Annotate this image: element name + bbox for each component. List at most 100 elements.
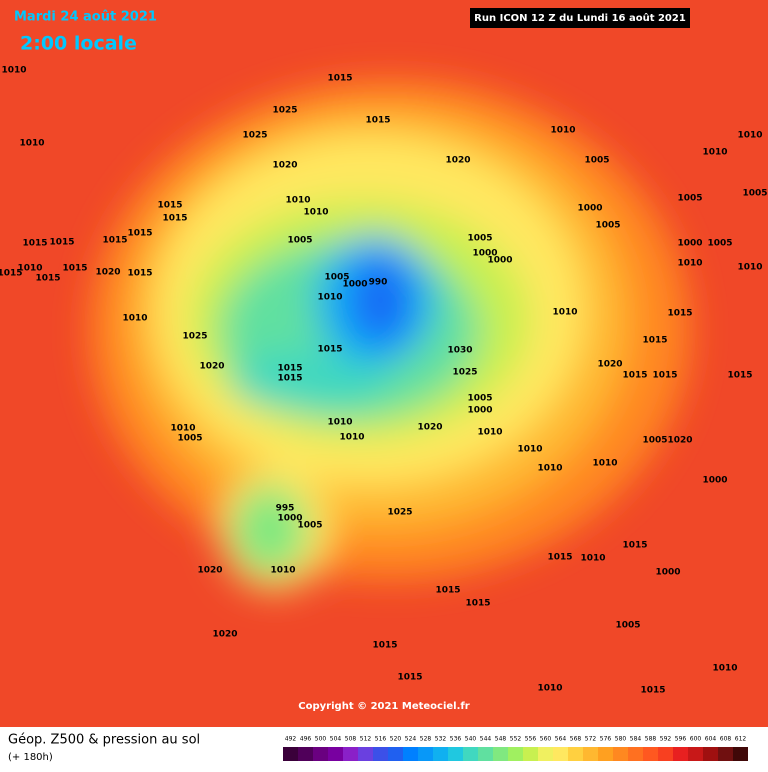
isobar-label: 1010 [327,418,352,428]
isobar-label: 1015 [622,541,647,551]
isobar-label: 1015 [49,238,74,248]
legend-swatch [418,747,433,761]
isobar-label: 1015 [127,269,152,279]
isobar-label: 1020 [272,161,297,171]
isobar-label: 1015 [62,264,87,274]
isobar-label: 1015 [317,345,342,355]
isobar-label: 1000 [702,476,727,486]
legend-swatch [298,747,313,761]
legend-value: 556 [525,736,537,743]
isobar-label: 1015 [652,371,677,381]
isobar-label: 1025 [452,368,477,378]
isobar-label: 1010 [537,684,562,694]
isobar-label: 1005 [584,156,609,166]
legend-swatch [343,747,358,761]
run-box [470,8,690,28]
isobar-label: 1015 [127,229,152,239]
legend-value: 524 [405,736,417,743]
legend-value: 540 [465,736,477,743]
legend-value: 576 [600,736,612,743]
legend-swatch [613,747,628,761]
isobar-label: 1025 [242,131,267,141]
isobar-label: 1005 [742,189,767,199]
isobar-label: 1010 [270,566,295,576]
isobar-label: 1020 [212,630,237,640]
legend-value: 560 [540,736,552,743]
isobar-label: 1000 [677,239,702,249]
isobar-label: 1020 [667,436,692,446]
legend-swatch [583,747,598,761]
isobar-label: 1025 [182,332,207,342]
isobar-label: 1000 [577,204,602,214]
legend-swatch [553,747,568,761]
isobar-label: 1010 [17,264,42,274]
legend-swatch [568,747,583,761]
legend-value: 536 [450,736,462,743]
legend-value: 504 [330,736,342,743]
legend-swatch [463,747,478,761]
isobar-label: 1010 [702,148,727,158]
legend-value: 544 [480,736,492,743]
isobar-label: 1015 [277,364,302,374]
legend-value: 584 [630,736,642,743]
isobar-label: 1015 [465,599,490,609]
isobar-label: 1015 [622,371,647,381]
legend-value: 492 [285,736,297,743]
isobar-label: 1015 [157,201,182,211]
legend-value: 532 [435,736,447,743]
legend-swatch [358,747,373,761]
legend-swatch [328,747,343,761]
isobar-label: 1030 [447,346,472,356]
isobar-label: 1020 [597,360,622,370]
legend: 492 496 500 504 508 512 516 520 524 528 532 536 540 5… [283,736,748,761]
legend-value: 604 [705,736,717,743]
legend-swatch [508,747,523,761]
isobar-label: 1010 [285,196,310,206]
isobar-label: 1005 [324,273,349,283]
isobar-label: 1010 [677,259,702,269]
legend-value: 600 [690,736,702,743]
legend-value: 512 [360,736,372,743]
isobar-label: 1000 [342,280,367,290]
date: Mardi 24 août 2021 [14,10,157,25]
isobar-label: 1020 [197,566,222,576]
isobar-label: 1010 [1,66,26,76]
legend-value: 580 [615,736,627,743]
legend-swatch [448,747,463,761]
run: Run ICON 12 Z du Lundi 16 août 2021 [474,12,686,24]
isobar-label: 1000 [472,249,497,259]
legend-value: 496 [300,736,312,743]
isobar-label: 1015 [640,686,665,696]
time: 2:00 locale [20,33,137,55]
isobar-label: 1000 [467,406,492,416]
legend-value: 500 [315,736,327,743]
legend-swatch [478,747,493,761]
legend-value: 552 [510,736,522,743]
legend-value: 592 [660,736,672,743]
isobar-label: 1010 [317,293,342,303]
isobar-label: 1005 [287,236,312,246]
z500-field [0,0,768,727]
isobar-label: 1025 [387,508,412,518]
isobar-label: 1005 [467,234,492,244]
legend-value: 596 [675,736,687,743]
footer-lead: (+ 180h) [8,752,53,763]
isobar-label: 1015 [0,269,23,279]
isobar-label: 1000 [277,514,302,524]
isobar-label: 1015 [22,239,47,249]
isobar-label: 1015 [642,336,667,346]
legend-swatch [718,747,733,761]
isobar-label: 1015 [365,116,390,126]
isobar-label: 1005 [177,434,202,444]
isobar-label: 1005 [297,521,322,531]
legend-value: 528 [420,736,432,743]
legend-value: 588 [645,736,657,743]
legend-value: 568 [570,736,582,743]
isobar-label: 1010 [737,263,762,273]
isobar-label: 1010 [537,464,562,474]
isobar-label: 1010 [580,554,605,564]
legend-value: 572 [585,736,597,743]
legend-swatch [388,747,403,761]
